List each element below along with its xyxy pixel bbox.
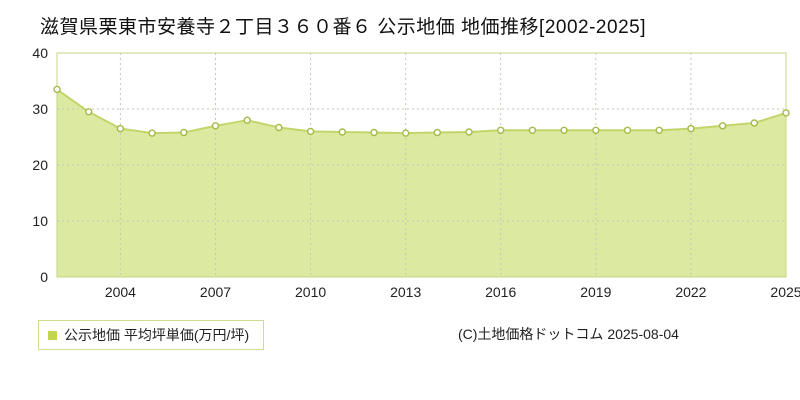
data-point-marker [116, 124, 125, 133]
data-point-marker [560, 126, 568, 135]
x-axis-tick-label: 2013 [390, 284, 421, 300]
y-axis-tick-label: 30 [32, 101, 48, 117]
y-axis-tick-label: 10 [32, 213, 48, 229]
data-point-marker [718, 122, 727, 130]
data-point-marker [782, 109, 790, 117]
data-point-marker [84, 108, 93, 116]
data-point-marker [370, 128, 378, 137]
legend: 公示地価 平均坪単価(万円/坪) [38, 320, 265, 350]
trend-line [56, 88, 787, 135]
data-point-marker [528, 126, 537, 135]
land-price-trend-chart: 0 10 20 30 40 2004 2007 2010 2013 2016 2019 2022 202… [32, 45, 800, 300]
data-point-marker [655, 126, 663, 135]
data-point-marker [211, 122, 220, 130]
x-axis-tick-label: 2016 [485, 284, 516, 300]
data-point-marker [275, 123, 283, 132]
data-point-marker [402, 129, 410, 137]
plot-border [56, 52, 787, 278]
page-title: 滋賀県栗東市安養寺２丁目３６０番６ 公示地価 地価推移[2002-2025] [40, 17, 646, 38]
data-point-marker [180, 128, 188, 137]
x-axis-tick-label: 2019 [580, 284, 611, 300]
copyright-text: (C)土地価格ドットコム 2025-08-04 [458, 326, 679, 342]
legend-marker-icon [48, 330, 57, 340]
x-axis-tick-label: 2010 [295, 284, 326, 300]
data-point-marker [338, 128, 346, 136]
y-axis-tick-label: 20 [32, 157, 48, 173]
y-axis-tick-label: 0 [40, 269, 48, 285]
x-axis-tick-label: 2025 [770, 284, 800, 300]
data-point-marker [465, 128, 473, 136]
x-axis-tick-label: 2004 [105, 284, 136, 300]
data-point-marker [306, 127, 315, 136]
x-axis-tick-label: 2007 [200, 284, 231, 300]
data-point-marker [433, 128, 441, 137]
y-axis-tick-label: 40 [32, 45, 48, 61]
data-point-marker [592, 126, 600, 135]
legend-label: 公示地価 平均坪単価(万円/坪) [64, 327, 250, 343]
data-point-marker [53, 85, 61, 94]
data-point-marker [148, 129, 156, 137]
data-point-marker [497, 126, 505, 135]
data-point-marker [243, 116, 251, 124]
data-point-marker [623, 126, 632, 135]
data-point-marker [687, 124, 695, 133]
area-fill [57, 89, 786, 278]
data-point-marker [750, 119, 758, 127]
x-axis-tick-label: 2022 [675, 284, 706, 300]
